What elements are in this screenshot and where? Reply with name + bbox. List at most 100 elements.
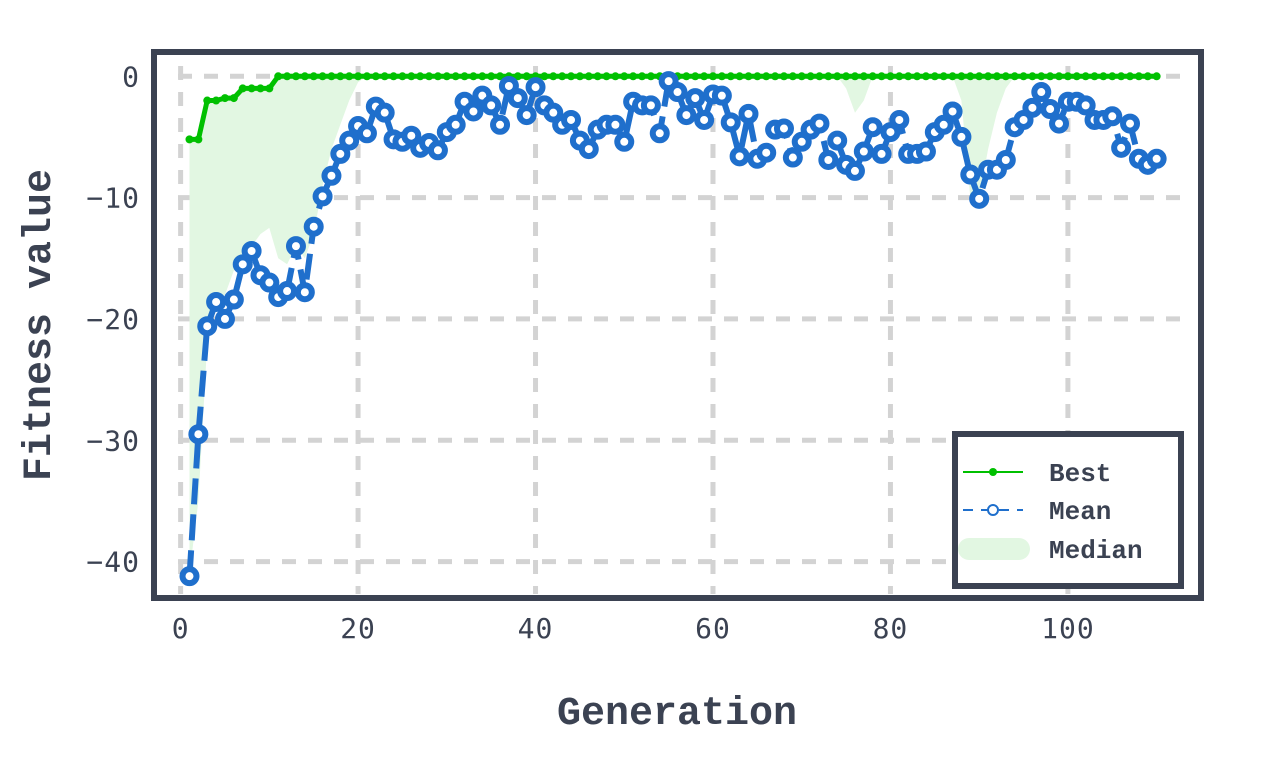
best-point: [398, 72, 407, 81]
best-point: [682, 72, 691, 81]
best-point: [1117, 72, 1126, 81]
best-point: [513, 72, 522, 81]
best-point: [1037, 72, 1046, 81]
best-point: [726, 72, 735, 81]
mean-point: [498, 75, 519, 96]
best-point: [1108, 72, 1117, 81]
mean-point: [277, 281, 298, 302]
y-axis-ticks: 0 −10 −20 −30 −40: [86, 60, 140, 579]
mean-point: [871, 143, 892, 164]
mean-point: [915, 141, 936, 162]
mean-point: [951, 126, 972, 147]
mean-point: [259, 272, 280, 293]
best-point: [265, 84, 274, 93]
best-point: [354, 72, 363, 81]
mean-point: [827, 130, 848, 151]
best-point: [575, 72, 584, 81]
best-point: [1143, 72, 1152, 81]
best-point: [913, 72, 922, 81]
best-point: [309, 72, 318, 81]
best-point: [584, 72, 593, 81]
best-point: [300, 72, 309, 81]
best-point: [620, 72, 629, 81]
mean-point: [525, 77, 546, 98]
mean-point: [490, 114, 511, 135]
best-point: [1126, 72, 1135, 81]
best-point: [638, 72, 647, 81]
best-point: [433, 72, 442, 81]
best-point: [797, 72, 806, 81]
x-axis-title: Generation: [557, 692, 797, 737]
best-point: [478, 72, 487, 81]
best-point: [291, 72, 300, 81]
legend-best-label: Best: [1049, 459, 1111, 489]
best-point: [629, 72, 638, 81]
best-point: [930, 72, 939, 81]
best-point: [850, 72, 859, 81]
best-point: [646, 72, 655, 81]
best-point: [194, 135, 203, 144]
best-point: [442, 72, 451, 81]
best-point: [416, 72, 425, 81]
mean-point: [711, 85, 732, 106]
mean-point: [179, 566, 200, 587]
best-point: [212, 96, 221, 105]
mean-point: [818, 149, 839, 170]
mean-point: [206, 291, 227, 312]
best-point: [540, 72, 549, 81]
plot-frame: [151, 49, 1204, 601]
mean-point: [294, 282, 315, 303]
mean-point: [214, 308, 235, 329]
mean-point: [197, 316, 218, 337]
mean-point: [880, 122, 901, 143]
x-tick-label: 60: [695, 612, 731, 645]
legend-mean-swatch-marker: [987, 504, 999, 516]
best-point: [966, 72, 975, 81]
best-point: [1134, 72, 1143, 81]
best-point: [992, 72, 1001, 81]
mean-point: [1111, 137, 1132, 158]
best-point: [247, 84, 256, 93]
best-point: [806, 72, 815, 81]
best-point: [185, 135, 194, 144]
legend-best-swatch-marker: [989, 468, 997, 476]
best-point: [567, 72, 576, 81]
mean-point: [809, 113, 830, 134]
mean-point: [1013, 109, 1034, 130]
best-point: [1090, 72, 1099, 81]
mean-point: [312, 186, 333, 207]
best-point: [886, 72, 895, 81]
best-point: [779, 72, 788, 81]
best-point: [1099, 72, 1108, 81]
best-point: [451, 72, 460, 81]
x-tick-label: 20: [340, 612, 376, 645]
best-point: [345, 72, 354, 81]
mean-point: [942, 101, 963, 122]
best-point: [762, 72, 771, 81]
best-point: [318, 72, 327, 81]
best-point: [771, 72, 780, 81]
best-point: [407, 72, 416, 81]
x-tick-label: 80: [873, 612, 909, 645]
legend-median-swatch: [958, 538, 1030, 560]
best-point: [336, 72, 345, 81]
mean-point: [1022, 97, 1043, 118]
legend: Best Mean Median: [952, 431, 1184, 589]
best-point: [549, 72, 558, 81]
mean-point: [694, 109, 715, 130]
best-point: [975, 72, 984, 81]
mean-point: [605, 114, 626, 135]
mean-point: [561, 109, 582, 130]
mean-point: [676, 105, 697, 126]
mean-point: [303, 216, 324, 237]
best-point: [957, 72, 966, 81]
best-point: [744, 72, 753, 81]
y-tick-label: −10: [86, 182, 140, 215]
y-tick-label: 0: [122, 60, 140, 93]
best-point: [496, 72, 505, 81]
mean-point: [356, 123, 377, 144]
best-point: [220, 94, 229, 103]
median-band: [189, 76, 1157, 574]
y-tick-label: −40: [86, 546, 140, 579]
